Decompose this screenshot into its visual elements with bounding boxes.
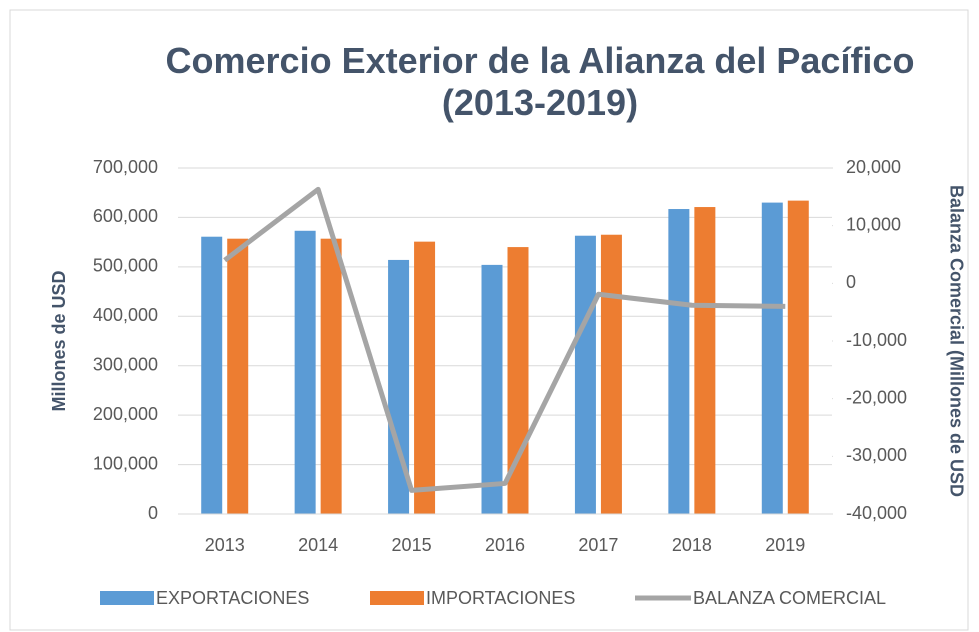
legend-swatch bbox=[100, 591, 154, 605]
bar bbox=[414, 241, 436, 515]
x-tick-label: 2016 bbox=[485, 535, 525, 555]
x-tick-label: 2013 bbox=[205, 535, 245, 555]
y2-tick-label: -20,000 bbox=[846, 387, 907, 407]
y2-axis-label: Balanza Comercial (Millones de USD bbox=[946, 185, 966, 497]
chart-border bbox=[9, 9, 969, 631]
y-tick-label: 100,000 bbox=[93, 453, 158, 473]
y-axis-label: Millones de USD bbox=[49, 270, 69, 411]
bar bbox=[388, 259, 410, 514]
bar bbox=[294, 230, 316, 514]
bar bbox=[481, 264, 503, 514]
legend-label: EXPORTACIONES bbox=[156, 588, 309, 608]
x-tick-label: 2015 bbox=[392, 535, 432, 555]
y2-tick-label: 0 bbox=[846, 272, 856, 292]
x-tick-label: 2019 bbox=[765, 535, 805, 555]
y-tick-label: 200,000 bbox=[93, 404, 158, 424]
y-tick-label: 600,000 bbox=[93, 206, 158, 226]
chart-title: Comercio Exterior de la Alianza del Pací… bbox=[165, 40, 915, 123]
bar bbox=[320, 238, 342, 514]
y2-tick-label: -10,000 bbox=[846, 330, 907, 350]
y-tick-label: 500,000 bbox=[93, 256, 158, 276]
bar bbox=[227, 238, 249, 514]
y-tick-label: 400,000 bbox=[93, 305, 158, 325]
x-tick-label: 2014 bbox=[298, 535, 338, 555]
y2-tick-label: 10,000 bbox=[846, 214, 901, 234]
legend-label: BALANZA COMERCIAL bbox=[693, 588, 886, 608]
y2-tick-label: -40,000 bbox=[846, 503, 907, 523]
bar bbox=[668, 209, 690, 515]
bar bbox=[694, 207, 716, 514]
bar bbox=[787, 200, 809, 514]
line bbox=[223, 186, 786, 493]
x-tick-label: 2017 bbox=[578, 535, 618, 555]
y2-tick-label: 20,000 bbox=[846, 157, 901, 177]
legend-label: IMPORTACIONES bbox=[426, 588, 575, 608]
bar bbox=[574, 235, 596, 514]
bar bbox=[600, 234, 622, 514]
y-tick-label: 0 bbox=[148, 503, 158, 523]
bar bbox=[201, 236, 223, 514]
y2-tick-label: -30,000 bbox=[846, 445, 907, 465]
x-tick-label: 2018 bbox=[672, 535, 712, 555]
y-tick-label: 300,000 bbox=[93, 354, 158, 374]
legend-swatch bbox=[370, 591, 424, 605]
y-tick-label: 700,000 bbox=[93, 157, 158, 177]
bar bbox=[761, 202, 783, 514]
